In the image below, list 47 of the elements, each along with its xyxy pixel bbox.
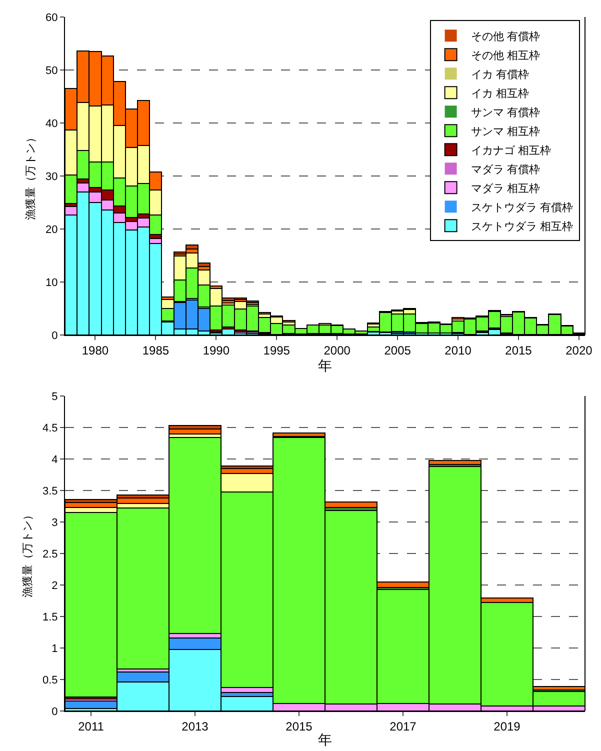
y-tick-label: 5 (52, 390, 58, 403)
x-tick-label: 2010 (444, 343, 472, 358)
y-tick-label: 1.5 (42, 611, 58, 624)
legend-label: イカナゴ 相互枠 (470, 144, 551, 157)
legend-label: サンマ 相互枠 (470, 124, 540, 138)
x-tick-label: 1985 (142, 343, 170, 358)
legend-label: その他 有償枠 (470, 30, 540, 43)
x-tick-label: 2013 (182, 719, 209, 734)
y-axis-title: 漁獲量（万トン） (22, 510, 34, 598)
y-tick-label: 2.5 (42, 548, 58, 560)
y-tick-label: 4.5 (42, 422, 58, 434)
y-tick-label: 4 (52, 454, 58, 466)
y-tick-label: 50 (46, 64, 58, 77)
y-tick-label: 40 (46, 118, 58, 130)
y-tick-label: 3 (52, 516, 58, 529)
y-tick-label: 0 (52, 706, 58, 718)
y-tick-label: 60 (46, 12, 58, 24)
x-tick-label: 2015 (505, 343, 532, 358)
y-tick-label: 3.5 (42, 485, 58, 498)
x-tick-label: 2017 (390, 719, 417, 734)
x-tick-label: 2020 (566, 343, 593, 358)
x-axis-title: 年 (318, 357, 332, 374)
legend-label: マダラ 有償枠 (470, 164, 540, 176)
legend-label: スケトウダラ 有償枠 (470, 202, 573, 214)
y-tick-label: 0 (52, 330, 58, 342)
y-tick-label: 30 (46, 170, 58, 183)
legend-label: その他 相互枠 (470, 48, 540, 62)
x-axis-title: 年 (318, 732, 332, 748)
legend-label: イカ 相互枠 (470, 86, 529, 100)
legend-label: サンマ 有償枠 (470, 106, 540, 119)
y-axis-title: 漁獲量（万トン） (25, 132, 38, 220)
legend-label: イカ 有償枠 (470, 68, 529, 81)
x-tick-label: 2000 (324, 343, 351, 358)
y-tick-label: 0.5 (42, 674, 58, 686)
legend-label: スケトウダラ 相互枠 (470, 220, 573, 233)
legend-label: マダラ 相互枠 (470, 182, 540, 195)
x-tick-label: 1980 (82, 343, 109, 358)
x-tick-label: 2011 (78, 719, 104, 734)
y-tick-label: 2 (52, 580, 58, 592)
y-tick-label: 20 (46, 224, 58, 236)
y-tick-label: 1 (52, 642, 58, 655)
x-tick-label: 1995 (263, 343, 290, 358)
x-tick-label: 2019 (494, 719, 521, 734)
x-tick-label: 2005 (384, 343, 412, 358)
x-tick-label: 2015 (286, 719, 313, 734)
y-tick-label: 10 (46, 276, 58, 289)
x-tick-label: 1990 (202, 343, 230, 358)
